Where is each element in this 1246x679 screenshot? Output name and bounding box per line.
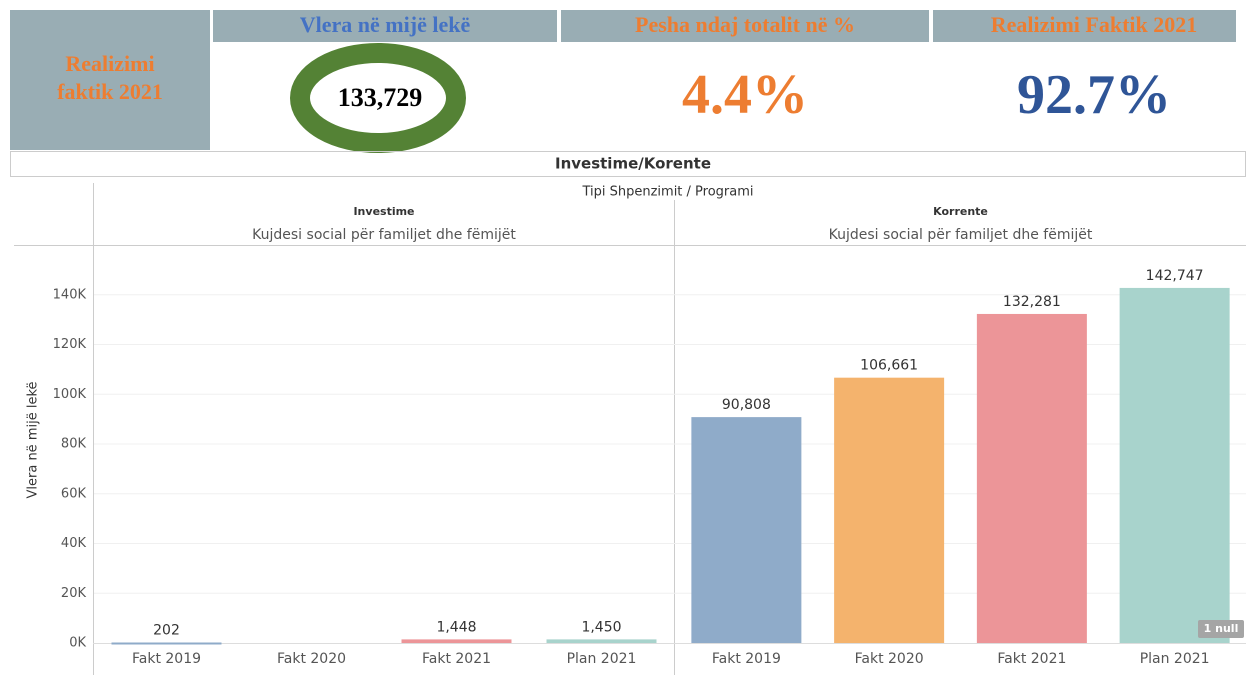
value-label: 1,450 [581, 619, 621, 635]
kpi-value: 92.7% [1017, 64, 1171, 126]
x-tick-label: Plan 2021 [1140, 651, 1210, 667]
value-label: 142,747 [1146, 268, 1204, 284]
panel-program: Kujdesi social për familjet dhe fëmijët [829, 227, 1093, 243]
value-label: 106,661 [860, 358, 918, 374]
y-tick-label: 60K [61, 486, 87, 501]
x-tick-label: Fakt 2021 [997, 651, 1066, 667]
y-tick-label: 40K [61, 536, 87, 551]
x-tick-label: Fakt 2020 [855, 651, 924, 667]
bar [1119, 287, 1230, 643]
y-axis-label: Vlera në mijë lekë [26, 381, 41, 498]
kpi-title: Realizimi Faktik 2021 [991, 12, 1198, 37]
kpi-title: Pesha ndaj totalit në % [635, 12, 855, 37]
kpi-title-box [213, 10, 557, 42]
chart-title: Investime/Korente [555, 155, 711, 173]
y-tick-label: 140K [53, 287, 87, 302]
x-tick-label: Fakt 2019 [132, 651, 201, 667]
panel-name: Korrente [933, 205, 988, 218]
x-tick-label: Fakt 2020 [277, 651, 346, 667]
bar [401, 639, 512, 643]
label-text: Realizimi faktik 2021 [57, 51, 163, 104]
bar [691, 417, 802, 643]
bar [111, 642, 222, 645]
null-note: 1 null [1204, 622, 1239, 635]
value-label: 132,281 [1003, 294, 1061, 310]
x-tick-label: Plan 2021 [567, 651, 637, 667]
panel-program: Kujdesi social për familjet dhe fëmijët [252, 227, 516, 243]
y-tick-label: 80K [61, 437, 87, 452]
x-tick-label: Fakt 2021 [422, 651, 491, 667]
null-badge [1198, 620, 1244, 638]
bar [546, 639, 657, 643]
x-tick-label: Fakt 2019 [712, 651, 781, 667]
panel-name: Investime [353, 205, 414, 218]
y-tick-label: 20K [61, 586, 87, 601]
kpi-ring [290, 43, 466, 153]
bar [834, 377, 945, 643]
kpi-value: 133,729 [338, 83, 423, 112]
chart-subtitle: Tipi Shpenzimit / Programi [581, 185, 753, 200]
y-tick-label: 120K [53, 337, 87, 352]
kpi-title-box [561, 10, 929, 42]
kpi-value: 4.4% [682, 64, 808, 126]
value-label: 90,808 [722, 397, 771, 413]
kpi-title: Vlera në mijë lekë [300, 12, 471, 37]
y-tick-label: 0K [69, 636, 86, 651]
label-box [10, 10, 210, 150]
y-tick-label: 100K [53, 387, 87, 402]
value-label: 202 [153, 622, 180, 638]
kpi-title-box [933, 10, 1236, 42]
value-label: 1,448 [436, 619, 476, 635]
bar [976, 313, 1087, 643]
